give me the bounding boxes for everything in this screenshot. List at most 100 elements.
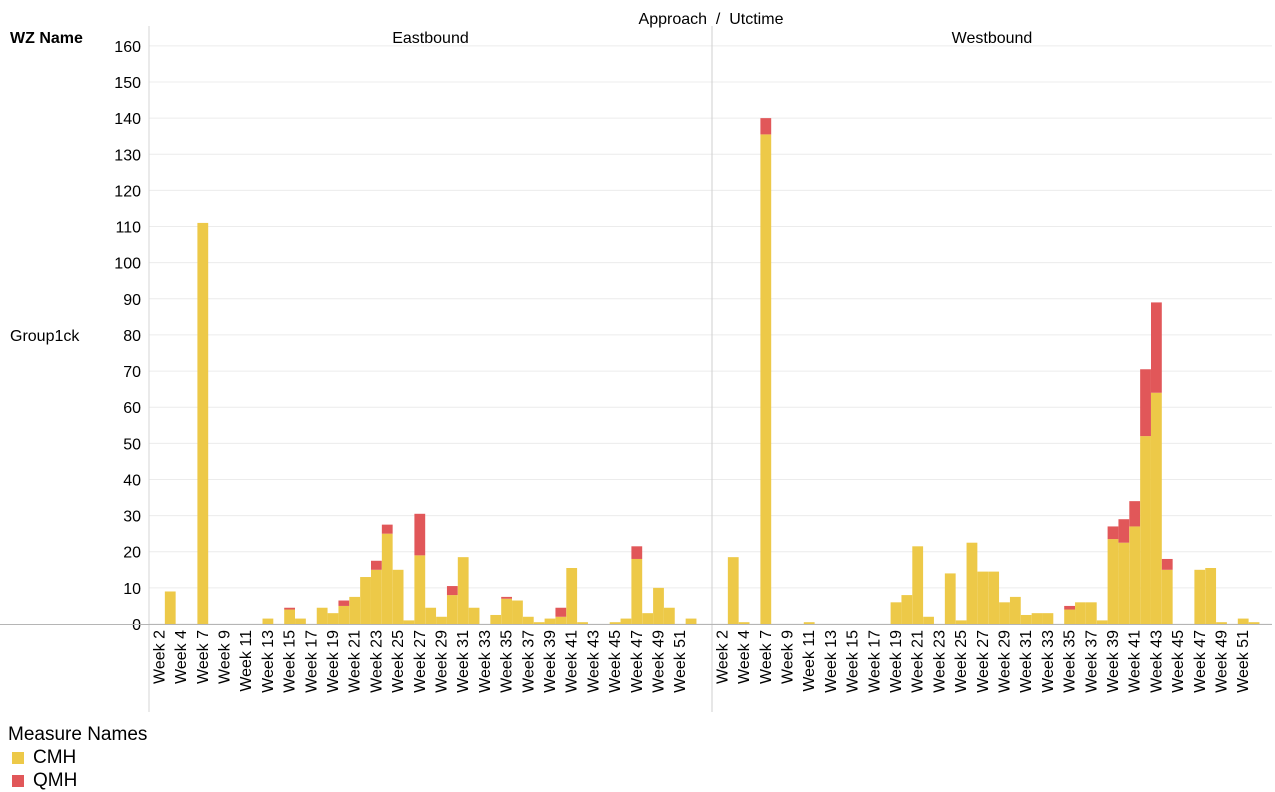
y-tick-label: 110 xyxy=(115,220,141,237)
bar-qmh xyxy=(501,596,512,599)
bar-cmh xyxy=(901,595,913,624)
bar-cmh xyxy=(760,134,772,625)
x-tick-label: Week 49 xyxy=(1214,630,1231,693)
x-tick-label: Week 33 xyxy=(477,630,494,693)
legend-item-qmh[interactable]: QMH xyxy=(8,769,147,792)
y-tick-label: 80 xyxy=(123,328,141,345)
bar-cmh xyxy=(436,616,447,624)
y-tick-label: 20 xyxy=(123,545,141,562)
bar-cmh xyxy=(316,607,328,624)
bar-cmh xyxy=(360,577,371,624)
bar-cmh xyxy=(1020,614,1032,624)
x-tick-label: Week 23 xyxy=(368,630,385,693)
y-axis: 0 10 20 30 40 50 60 70 80 90 100 110 120 130 140 150 160 xyxy=(0,26,1272,712)
x-tick-label: Week 2 xyxy=(151,630,168,684)
bar-cmh xyxy=(1248,622,1260,624)
bar-cmh xyxy=(923,616,934,624)
panel-header: Westbound xyxy=(952,30,1033,47)
x-tick-label: Week 19 xyxy=(325,630,342,693)
bar-cmh xyxy=(512,600,523,624)
x-tick-label: Week 21 xyxy=(910,630,927,693)
y-tick-label: 0 xyxy=(132,617,141,634)
legend-item-cmh[interactable]: CMH xyxy=(8,746,147,769)
bar-cmh xyxy=(371,569,382,624)
x-tick-label: Week 25 xyxy=(390,630,407,693)
bar-cmh xyxy=(1140,436,1151,624)
bar-cmh xyxy=(338,605,350,624)
bar-qmh xyxy=(371,560,382,570)
y-tick-label: 50 xyxy=(123,436,141,453)
x-tick-label: Week 31 xyxy=(455,630,472,693)
bar-cmh xyxy=(327,613,339,624)
x-tick-label: Week 2 xyxy=(714,630,731,684)
bar-cmh xyxy=(1107,539,1119,624)
x-tick-label: Week 7 xyxy=(195,630,212,684)
bar-cmh xyxy=(988,571,1000,624)
bar-qmh xyxy=(631,546,643,559)
bar-cmh xyxy=(501,598,512,624)
x-tick-label: Week 27 xyxy=(412,630,429,693)
bar-qmh xyxy=(381,524,393,534)
bar-qmh xyxy=(555,607,567,617)
x-tick-label: Week 51 xyxy=(1235,630,1252,693)
x-tick-label: Week 13 xyxy=(260,630,277,693)
bar-cmh xyxy=(577,622,588,624)
bar-cmh xyxy=(727,557,739,624)
bar-cmh xyxy=(653,587,664,624)
bar-cmh xyxy=(392,569,404,624)
bar-qmh xyxy=(1151,302,1162,393)
y-tick-label: 70 xyxy=(123,364,141,381)
row-header: WZ Name xyxy=(10,30,83,47)
bar-qmh xyxy=(1161,558,1173,570)
bar-cmh xyxy=(197,222,209,625)
bar-qmh xyxy=(338,600,350,606)
x-tick-label: Week 9 xyxy=(780,630,797,684)
bar-cmh xyxy=(566,567,578,624)
x-tick-label: Week 25 xyxy=(953,630,970,693)
bar-qmh xyxy=(1140,369,1151,437)
x-tick-label: Week 29 xyxy=(997,630,1014,693)
x-tick-label: Week 15 xyxy=(845,630,862,693)
bar-cmh xyxy=(1129,526,1141,624)
x-tick-label: Week 43 xyxy=(1148,630,1165,693)
panel-header: Eastbound xyxy=(392,30,469,47)
bar-qmh xyxy=(760,118,772,135)
bar-cmh xyxy=(425,607,437,624)
bar-cmh xyxy=(955,620,967,624)
bar-cmh xyxy=(403,620,415,624)
y-tick-label: 60 xyxy=(123,400,141,417)
bar-cmh xyxy=(284,609,295,624)
bar-cmh xyxy=(912,546,924,624)
bar-cmh xyxy=(1205,567,1217,624)
legend-swatch-cmh xyxy=(12,751,24,764)
x-tick-label: Week 29 xyxy=(434,630,451,693)
bar-qmh xyxy=(1064,605,1075,610)
bar-cmh xyxy=(1118,542,1130,624)
bar-cmh xyxy=(1075,602,1086,624)
x-tick-label: Week 17 xyxy=(303,630,320,693)
y-tick-label: 30 xyxy=(123,509,141,526)
bar-cmh xyxy=(1042,613,1054,624)
x-tick-label: Week 31 xyxy=(1018,630,1035,693)
bar-cmh xyxy=(620,618,632,624)
y-tick-label: 140 xyxy=(114,111,141,128)
legend-label-cmh: CMH xyxy=(33,746,77,768)
bar-cmh xyxy=(1161,569,1173,624)
y-tick-label: 130 xyxy=(114,147,141,164)
bar-cmh xyxy=(1064,609,1075,624)
x-tick-label: Week 15 xyxy=(282,630,299,693)
x-tick-label: Week 39 xyxy=(1105,630,1122,693)
bar-cmh xyxy=(457,557,469,624)
x-tick-label: Week 33 xyxy=(1040,630,1057,693)
x-tick-label: Week 35 xyxy=(1062,630,1079,693)
bar-cmh xyxy=(944,573,956,624)
bar-cmh xyxy=(555,616,567,624)
bar-cmh xyxy=(1194,569,1206,624)
bar-cmh xyxy=(533,622,545,624)
bar-qmh xyxy=(1107,526,1119,540)
row-label: Group1ck xyxy=(10,328,80,345)
y-tick-label: 100 xyxy=(114,256,141,273)
x-tick-label: Week 47 xyxy=(1192,630,1209,693)
bar-cmh xyxy=(544,618,556,624)
